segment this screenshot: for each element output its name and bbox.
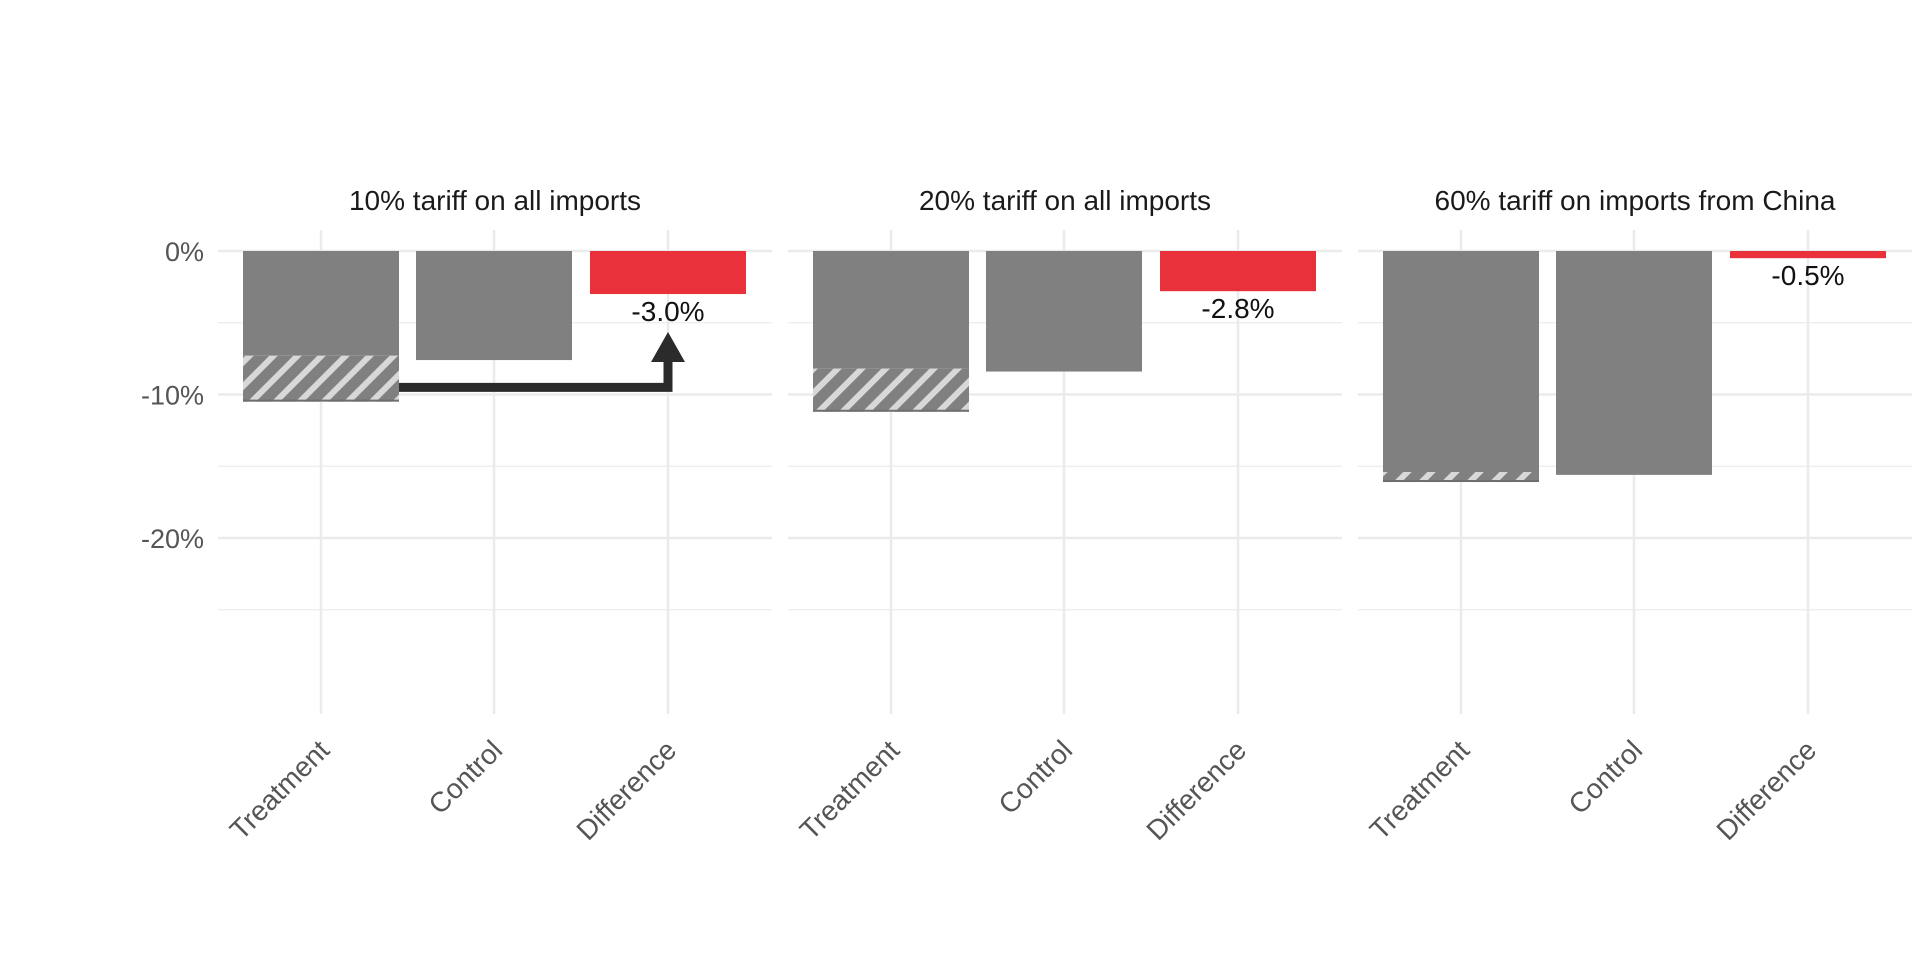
treatment-hatched-segment bbox=[1383, 472, 1539, 483]
x-tick-label-difference: Difference bbox=[1140, 734, 1252, 846]
y-tick-label: -10% bbox=[141, 381, 204, 411]
x-tick-label-control: Control bbox=[1562, 734, 1648, 820]
treatment-hatched-segment bbox=[243, 355, 399, 402]
control-bar bbox=[1556, 251, 1712, 475]
facet-title: 20% tariff on all imports bbox=[919, 185, 1211, 216]
difference-bar bbox=[1160, 251, 1316, 292]
difference-bar bbox=[590, 251, 746, 295]
x-tick-label-treatment: Treatment bbox=[794, 734, 906, 846]
x-tick-label-control: Control bbox=[422, 734, 508, 820]
control-bar bbox=[986, 251, 1142, 372]
difference-value-label: -0.5% bbox=[1771, 260, 1844, 291]
treatment-hatched-segment bbox=[813, 368, 969, 412]
y-tick-label: 0% bbox=[165, 237, 204, 267]
facet-title: 60% tariff on imports from China bbox=[1435, 185, 1836, 216]
difference-value-label: -2.8% bbox=[1201, 293, 1274, 324]
facet-title: 10% tariff on all imports bbox=[349, 185, 641, 216]
treatment-bar bbox=[1383, 251, 1539, 473]
annotation-arrow-head bbox=[651, 332, 685, 363]
difference-value-label: -3.0% bbox=[631, 296, 704, 327]
treatment-bar bbox=[813, 251, 969, 369]
y-tick-label: -20% bbox=[141, 524, 204, 554]
x-tick-label-control: Control bbox=[992, 734, 1078, 820]
x-tick-label-treatment: Treatment bbox=[224, 734, 336, 846]
difference-bar bbox=[1730, 251, 1886, 259]
annotation-arrow-line bbox=[399, 360, 673, 392]
bars-layer bbox=[243, 251, 1886, 483]
control-bar bbox=[416, 251, 572, 361]
x-tick-label-difference: Difference bbox=[1710, 734, 1822, 846]
x-tick-label-difference: Difference bbox=[570, 734, 682, 846]
x-tick-label-treatment: Treatment bbox=[1364, 734, 1476, 846]
treatment-bar bbox=[243, 251, 399, 356]
